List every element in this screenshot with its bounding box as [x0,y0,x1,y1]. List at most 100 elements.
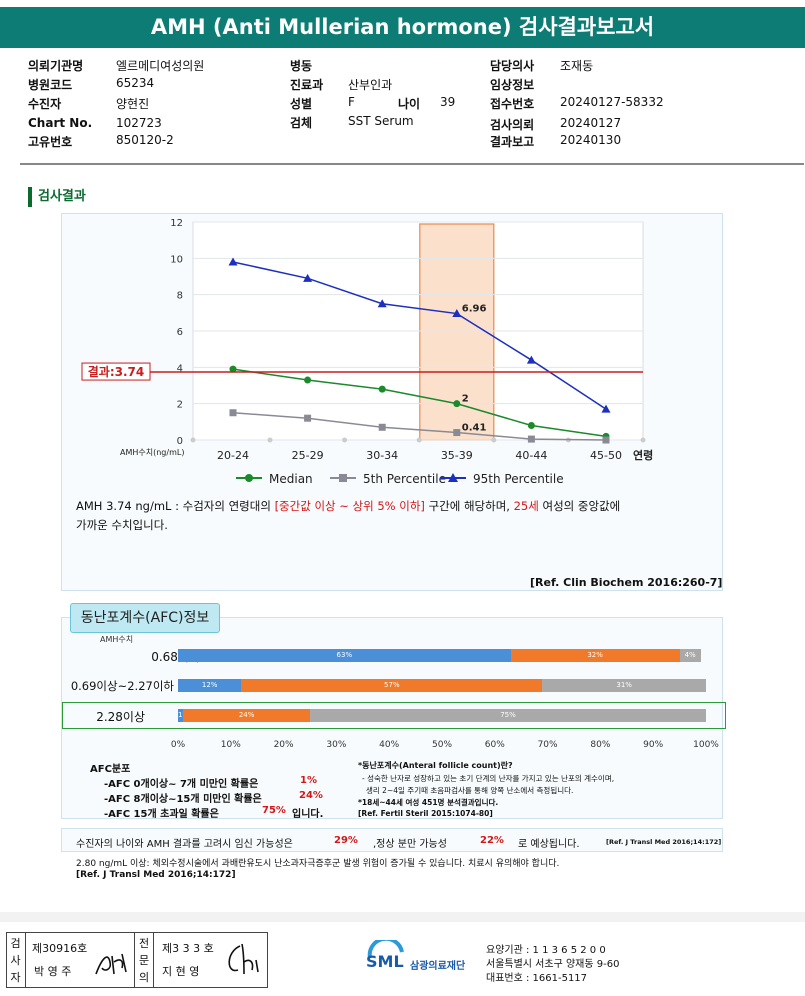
afc-axis-tick: 60% [484,740,505,750]
delivery-rate: 22% [480,835,504,846]
afc-axis-tick: 20% [273,740,294,750]
org-phone: 대표번호 : 1661-5117 [486,973,588,984]
series-line [232,368,607,438]
afc-axis-tick: 0% [170,740,186,750]
y-tick-label: 10 [170,254,183,265]
interpretation-text: AMH 3.74 ng/mL : 수검자의 연령대의 [중간값 이상 ~ 상위 … [76,497,726,535]
y-tick-label: 8 [177,291,183,302]
section-title: 검사결과 [28,187,86,207]
afc-dist-line: -AFC 8개이상~15개 미만인 확률은 [104,794,262,805]
data-point [453,429,461,437]
specialist-name: 지 현 영 [162,965,200,978]
pregnancy-text: 로 예상됩니다. [518,839,580,850]
report-title: AMH (Anti Mullerian hormone) 검사결과보고서 [0,7,805,48]
sex-label: 성별 [290,97,313,111]
specialist-no: 제3 3 3 호 [162,942,214,955]
age-label: 나이 [398,97,421,111]
patient-label: 수진자 [28,97,62,111]
org-code: 요양기관 : 1 1 3 6 5 2 0 0 [486,945,606,956]
pregnancy-text: 수진자의 나이와 AMH 결과를 고려시 임신 가능성은 [76,839,293,850]
warning-ref: [Ref. J Transl Med 2016;14:172] [76,870,236,880]
afc-bar: 1%24%75% [178,709,706,722]
data-point [527,421,535,429]
data-point [526,355,536,364]
legend-label: 5th Percentile [363,472,446,486]
x-tick-label: 30-34 [366,449,398,462]
x-tick-label: 45-50 [590,449,622,462]
interp-part: 구간에 해당하며, [424,499,514,513]
afc-axis-tick: 10% [220,740,241,750]
y-tick-label: 4 [177,363,183,374]
afc-axis-tick: 80% [590,740,611,750]
highlight-band [419,223,495,441]
afc-note: *동난포계수(Anteral follicle count)란? [358,761,513,770]
interp-part: 여성의 중앙값에 [538,499,621,513]
afc-row-highlight [62,702,726,729]
institution-label: 의뢰기관명 [28,59,84,73]
data-point [304,414,312,422]
legend-marker [245,474,253,482]
sml-logo-text: SML [366,952,404,971]
afc-axis: 0% 10% 20% 30% 40% 50% 60% 70% 80% 90% 100% [171,740,719,752]
afc-dist-suffix: 입니다. [292,809,324,820]
sex-value: F [348,95,355,109]
afc-bar: 12% 57% 31% [178,679,706,692]
tester-name: 박 영 주 [34,965,72,978]
afc-bar-segment: 32% [510,649,680,662]
unique-value: 850120-2 [116,133,174,147]
data-point [229,409,237,417]
afc-note: [Ref. Fertil Steril 2015:1074-80] [358,809,493,818]
interp-part: AMH 3.74 ng/mL : 수검자의 연령대의 [76,499,275,513]
interp-part: 가까운 수치입니다. [76,518,168,532]
data-point [229,365,237,373]
data-point [378,423,386,431]
data-point [453,400,461,408]
specimen-label: 검체 [290,116,313,130]
ward-label: 병동 [290,59,313,73]
x-tick-label: 25-29 [292,449,324,462]
series-line [232,261,607,410]
doctor-label: 담당의사 [490,59,535,73]
afc-axis-tick: 70% [537,740,558,750]
data-point [602,436,610,444]
series-line [232,412,607,441]
x-tick-label: 20-24 [217,449,249,462]
patient-value: 양현진 [116,97,150,111]
x-axis-dot [342,437,348,443]
legend-label: Median [269,472,313,486]
legend-label: 95th Percentile [473,472,564,486]
afc-bar-segment: 24% [183,709,310,722]
data-label: 0.41 [462,423,487,434]
chart-label: Chart No. [28,116,93,130]
x-tick-label: 40-44 [515,449,547,462]
org-name: 삼광의료재단 [410,961,466,972]
legend-marker [448,473,458,482]
data-point [228,257,238,266]
afc-bar-segment: 57% [241,679,543,692]
dept-value: 산부인과 [348,78,393,92]
afc-bar-segment: 12% [178,679,242,692]
pregnancy-rate: 29% [334,835,358,846]
afc-dist-line: -AFC 15개 초과일 확률은 [104,809,219,820]
hospital-code-value: 65234 [116,76,155,90]
y-tick-label: 6 [177,327,183,338]
divider [20,163,804,165]
afc-bar: 63% 32% 4% [178,649,706,662]
receipt-label: 접수번호 [490,97,535,111]
pregnancy-text: ,정상 분만 가능성 [373,839,447,850]
tester-label-text: 검사자 [10,937,21,984]
afc-axis-tick: 30% [326,740,347,750]
org-address: 서울특별시 서초구 양재동 9-60 [486,959,620,970]
interp-range: [중간값 이상 ~ 상위 5% 이하] [274,499,425,513]
request-value: 20240127 [560,116,622,130]
signature-box [6,932,268,988]
afc-note: *18세~44세 여성 451명 분석결과입니다. [358,798,499,807]
data-label: 6.96 [462,304,487,315]
footer-divider [0,912,805,922]
report-value: 20240130 [560,133,622,147]
result-label-box [81,362,151,381]
x-tick-label: 35-39 [441,449,473,462]
tester-no: 제30916호 [32,942,88,955]
warning-text: 2.80 ng/mL 이상: 체외수정시술에서 과배란유도시 난소과자극증후군 … [76,859,560,869]
x-axis-dot [190,437,196,443]
